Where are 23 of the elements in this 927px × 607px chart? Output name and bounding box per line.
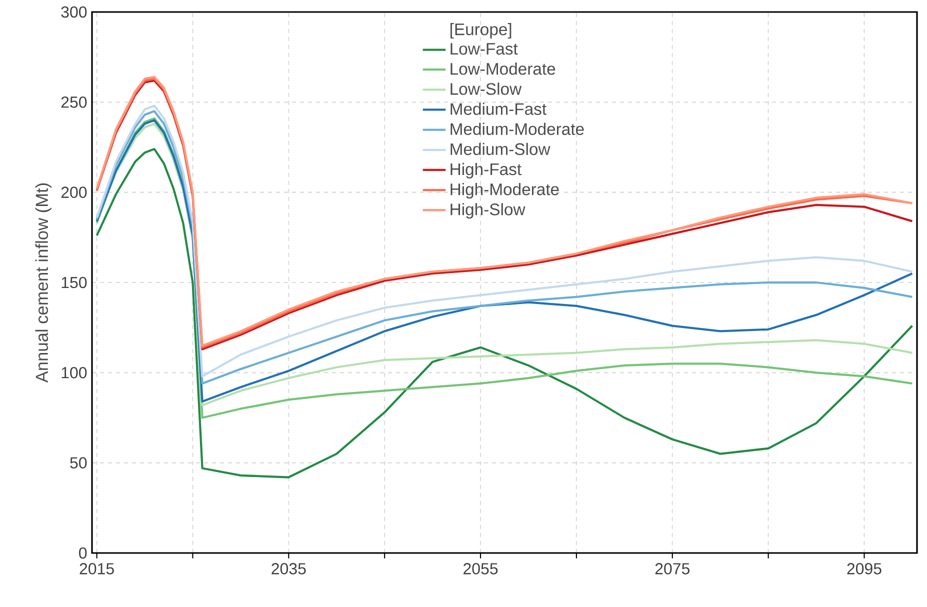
- y-tick-label: 50: [70, 457, 87, 468]
- legend-label: Low-Slow: [450, 82, 522, 95]
- y-axis-title: Annual cement inflow (Mt): [35, 183, 52, 383]
- x-tick-label: 2015: [80, 563, 114, 574]
- legend-label: High-Fast: [450, 162, 522, 178]
- x-tick-label: 2055: [464, 563, 498, 574]
- legend-label: High-Slow: [450, 203, 526, 219]
- y-tick-label: 100: [62, 367, 87, 378]
- legend-label: High-Moderate: [450, 183, 559, 199]
- legend-label: Medium-Slow: [450, 142, 550, 156]
- legend-label: Low-Moderate: [450, 62, 556, 75]
- y-tick-label: 300: [61, 6, 87, 18]
- legend-label: Low-Fast: [450, 43, 518, 55]
- x-tick-label: 2075: [655, 563, 690, 574]
- y-tick-label: 200: [61, 186, 87, 198]
- legend-title: [Europe]: [450, 22, 512, 39]
- legend-label: Medium-Fast: [450, 102, 546, 115]
- legend-label: Medium-Moderate: [450, 122, 584, 136]
- x-tick-label: 2035: [272, 563, 306, 574]
- x-tick-label: 2095: [847, 563, 882, 574]
- y-tick-label: 250: [61, 96, 87, 108]
- y-tick-label: 0: [79, 547, 87, 559]
- y-tick-label: 150: [62, 276, 87, 288]
